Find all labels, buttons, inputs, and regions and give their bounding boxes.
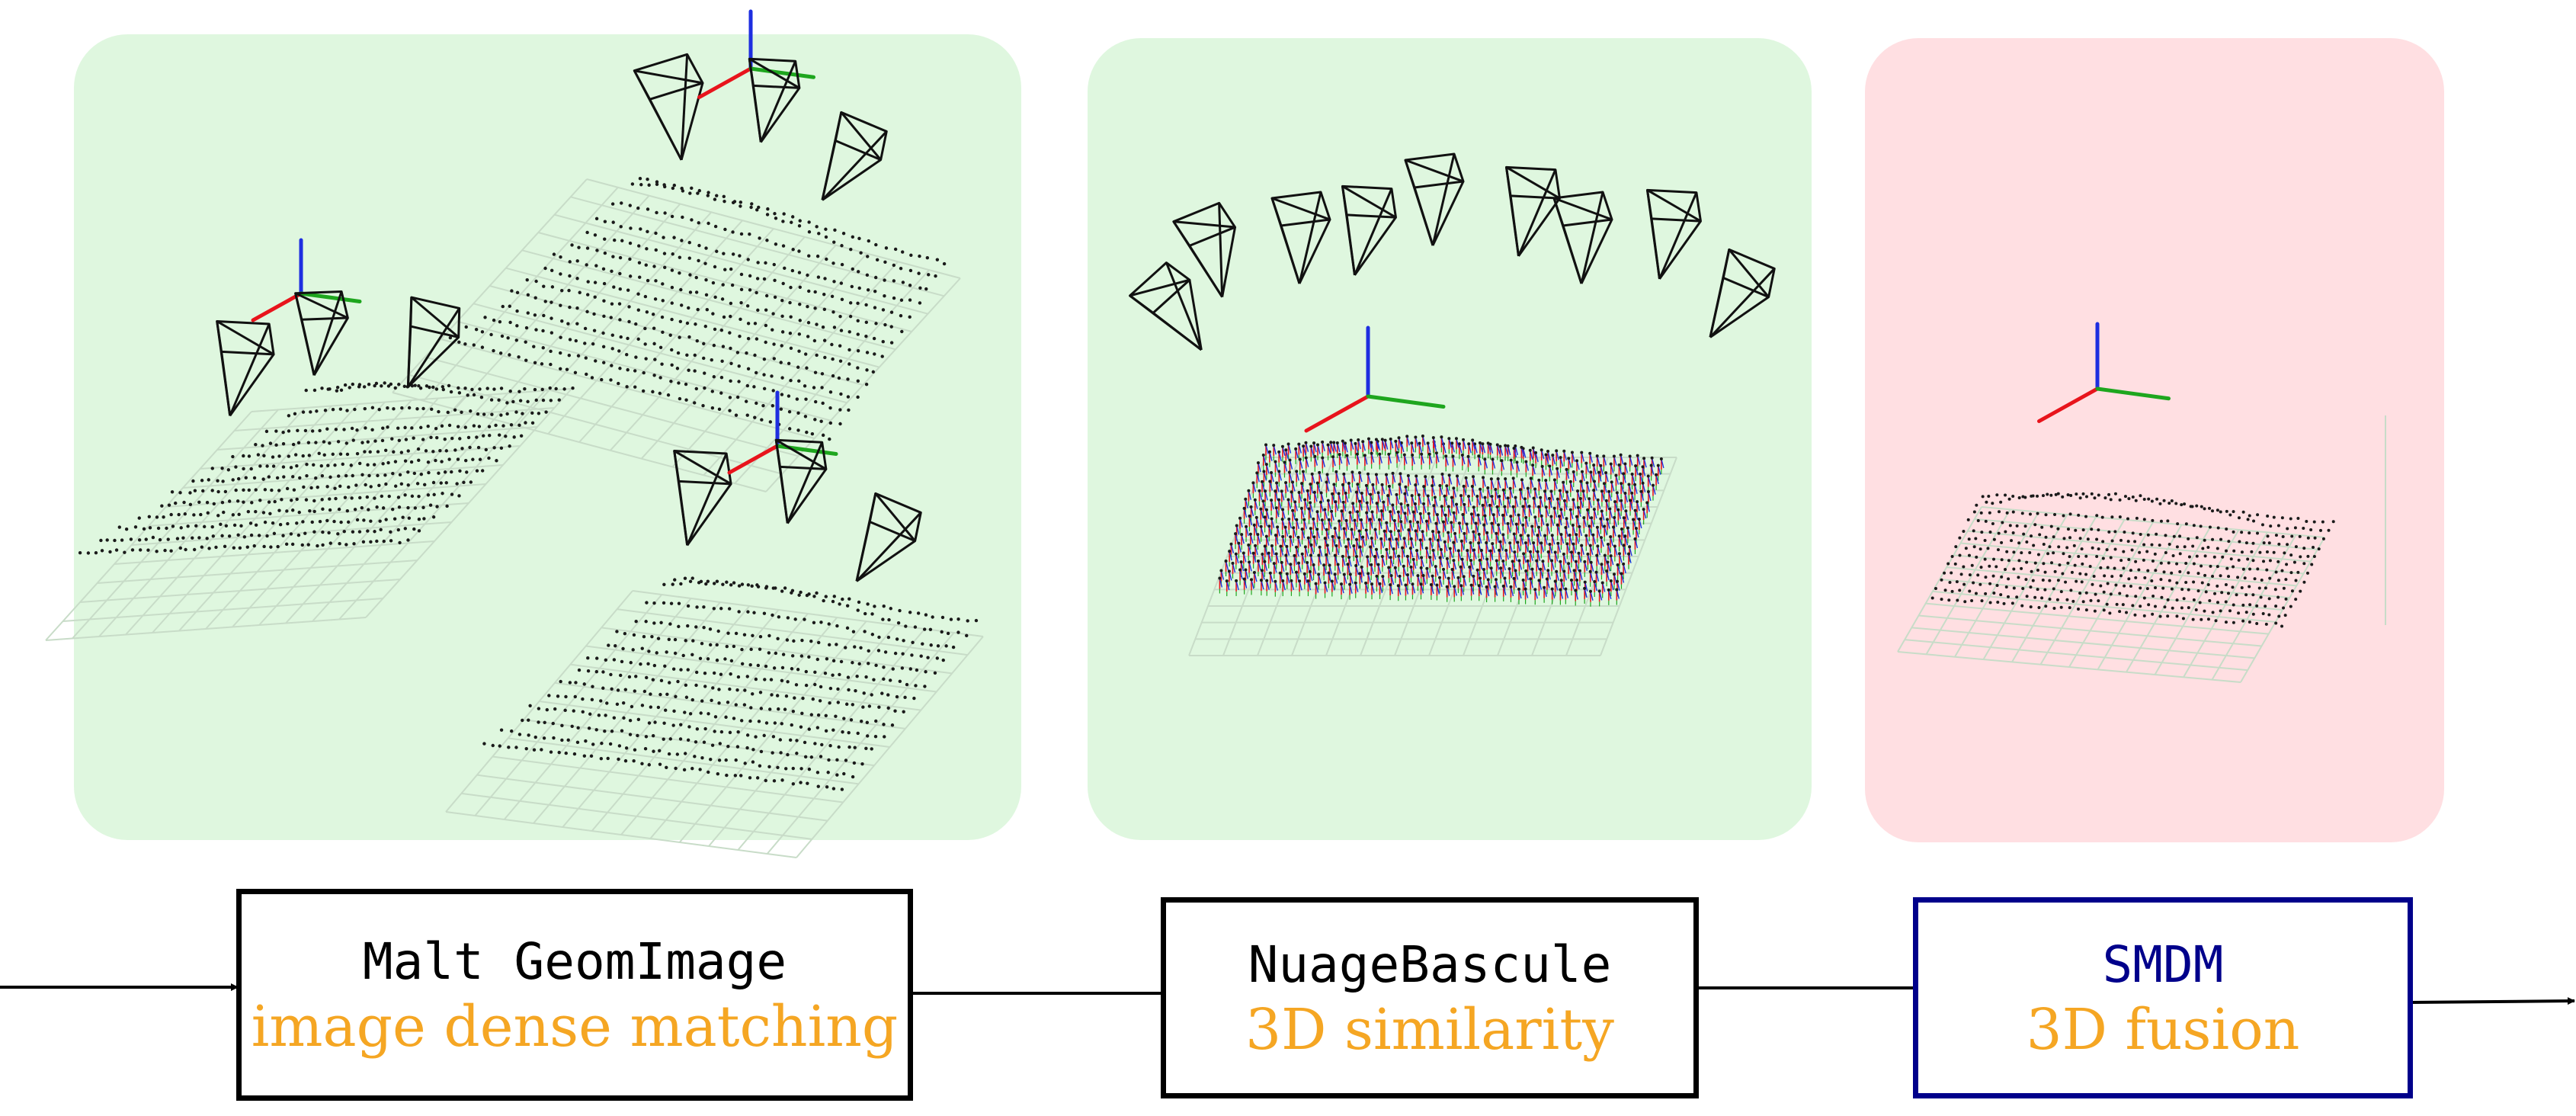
- ground-grid: [1897, 506, 2325, 683]
- coordinate-axes-icon: [1304, 326, 1446, 433]
- camera-frustum-icon: [1709, 248, 1776, 338]
- camera-frustum-icon: [748, 57, 801, 143]
- nuagebascule-box: NuageBascule 3D similarity: [1161, 897, 1699, 1098]
- camera-frustum-icon: [1404, 152, 1465, 246]
- similarity-illustration: [1129, 152, 1776, 656]
- smdm-box: SMDM 3D fusion: [1913, 897, 2413, 1098]
- camera-frustum-icon: [1129, 261, 1203, 351]
- camera-frustum-icon: [855, 492, 922, 582]
- ground-grid: [392, 178, 961, 492]
- camera-frustum-icon: [1504, 165, 1561, 257]
- step-description: image dense matching: [251, 994, 899, 1060]
- coordinate-axes-icon: [251, 238, 362, 322]
- camera-frustum-icon: [821, 111, 888, 201]
- flow-arrow-icon: [2410, 997, 2575, 1005]
- coordinate-axes-icon: [2037, 322, 2171, 423]
- camera-frustum-icon: [294, 290, 349, 377]
- camera-frustum-icon: [774, 438, 828, 524]
- point-cloud: [1218, 434, 1664, 607]
- fusion-panel: [1865, 38, 2444, 842]
- camera-frustum-icon: [1270, 191, 1331, 284]
- point-cloud: [78, 381, 575, 555]
- camera-frustum-icon: [1645, 188, 1702, 280]
- point-cloud: [1930, 492, 2335, 628]
- step-name: NuageBascule: [1248, 935, 1612, 994]
- camera-frustum-icon: [1552, 191, 1613, 284]
- step-description: 3D fusion: [2026, 997, 2300, 1063]
- camera-frustum-icon: [406, 296, 461, 388]
- step-name: Malt GeomImage: [362, 932, 787, 991]
- ground-grid: [445, 590, 984, 858]
- point-cloud: [482, 576, 979, 791]
- dense-matching-illustration: [45, 9, 984, 858]
- step-description: 3D similarity: [1245, 997, 1614, 1063]
- step-name: SMDM: [2102, 935, 2224, 994]
- camera-frustum-icon: [216, 320, 275, 417]
- fusion-illustration: [1897, 322, 2386, 683]
- camera-frustum-icon: [673, 450, 732, 547]
- camera-frustum-icon: [633, 53, 704, 161]
- dense-matching-panel: [74, 34, 1021, 840]
- malt-geomimage-box: Malt GeomImage image dense matching: [236, 889, 913, 1101]
- point-cloud: [448, 176, 947, 441]
- camera-frustum-icon: [1172, 201, 1237, 298]
- camera-frustum-icon: [1341, 184, 1397, 276]
